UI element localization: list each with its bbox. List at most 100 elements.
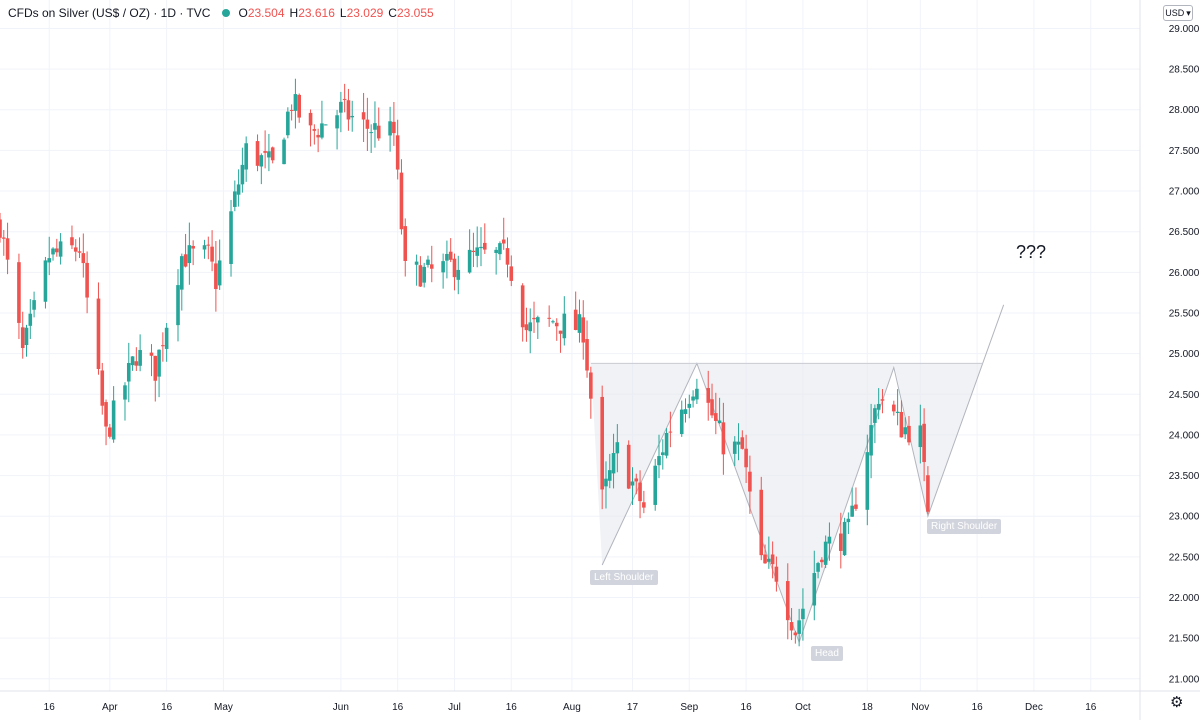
candle-body — [126, 363, 131, 382]
candle-body — [335, 115, 339, 129]
symbol-title[interactable]: CFDs on Silver (US$ / OZ) · 1D · TVC — [8, 6, 211, 20]
candle-body — [263, 151, 267, 153]
candle-body — [293, 94, 298, 111]
candle-body — [448, 251, 453, 260]
candle-body — [907, 425, 911, 443]
price-tick-label: 28.000 — [1169, 105, 1200, 116]
right-shoulder-label[interactable]: Right Shoulder — [927, 519, 1002, 534]
candle-body — [770, 554, 775, 565]
candle-body — [717, 420, 722, 423]
price-tick-label: 21.000 — [1169, 674, 1200, 685]
annotation-question-marks[interactable]: ??? — [1016, 242, 1047, 262]
candle-body — [926, 475, 930, 512]
head-label[interactable]: Head — [811, 646, 843, 661]
candle-body — [554, 322, 559, 327]
symbol-header[interactable]: CFDs on Silver (US$ / OZ) · 1D · TVC O 23… — [8, 5, 439, 21]
candle-body — [695, 388, 699, 400]
candle-body — [479, 246, 483, 249]
price-tick-label: 23.000 — [1169, 512, 1200, 523]
candle-body — [85, 262, 89, 298]
time-tick-label: 16 — [1085, 702, 1097, 713]
candle-body — [259, 155, 264, 167]
candle-body — [869, 425, 873, 456]
candle-body — [255, 141, 260, 166]
candle-body — [679, 409, 684, 435]
candle-body — [339, 101, 343, 113]
chevron-down-icon: ▾ — [1186, 7, 1191, 18]
candle-body — [660, 452, 665, 456]
candle-body — [600, 396, 604, 490]
time-tick-label: Sep — [680, 702, 698, 713]
low-key: L — [339, 6, 347, 20]
candle-body — [123, 385, 127, 400]
candle-body — [763, 554, 767, 564]
candle-body — [187, 245, 192, 264]
candle-body — [842, 521, 847, 556]
candle-body — [138, 350, 142, 366]
candle-body — [418, 265, 423, 287]
price-tick-label: 22.000 — [1169, 593, 1200, 604]
candle-body — [20, 327, 25, 348]
candle-body — [903, 427, 907, 435]
candle-body — [24, 327, 29, 345]
candle-body — [744, 448, 748, 468]
candle-body — [664, 432, 669, 456]
currency-button[interactable]: USD ▾ — [1163, 5, 1193, 21]
price-tick-label: 26.000 — [1169, 268, 1200, 279]
pattern-outline — [601, 304, 1005, 644]
time-tick-label: 18 — [862, 702, 874, 713]
candle-body — [373, 123, 377, 130]
price-tick-label: 27.500 — [1169, 146, 1200, 157]
gear-icon[interactable]: ⚙ — [1170, 694, 1184, 711]
candle-body — [233, 191, 237, 207]
candle-body — [668, 431, 673, 433]
candle-body — [471, 250, 476, 253]
candle-body — [642, 502, 646, 508]
candle-body — [638, 482, 642, 502]
price-axis[interactable]: 21.000 21.500 22.000 22.500 23.000 23.500 24.0… — [1169, 24, 1200, 685]
candle-body — [793, 632, 798, 636]
candle-body — [585, 339, 589, 371]
candle-body — [558, 330, 563, 334]
pattern-fill — [590, 363, 697, 565]
candle-body — [55, 248, 59, 253]
candle-body — [498, 243, 502, 255]
candle-body — [547, 317, 551, 319]
price-tick-label: 22.500 — [1169, 552, 1200, 563]
candle-body — [183, 254, 188, 267]
head-and-shoulders-pattern — [590, 304, 1005, 644]
candle-body — [28, 313, 33, 326]
grid-lines — [0, 0, 1140, 691]
candle-body — [149, 352, 154, 356]
candle-body — [267, 151, 271, 158]
candle-body — [376, 125, 381, 139]
candle-body — [581, 317, 586, 343]
candle-body — [452, 258, 457, 278]
candle-body — [604, 478, 608, 487]
time-axis[interactable]: 16 Apr 16 May Jun 16 Jul 16 Aug 17 Sep 16 Oct 18 Nov 16… — [44, 702, 1097, 713]
price-tick-label: 26.500 — [1169, 227, 1200, 238]
pattern-fill — [696, 363, 894, 643]
candle-body — [505, 248, 510, 265]
candle-body — [615, 442, 620, 454]
candle-body — [47, 258, 52, 263]
candle-body — [429, 264, 434, 269]
candle-body — [32, 300, 36, 310]
candle-body — [732, 441, 737, 454]
candle-body — [157, 349, 161, 377]
candle-body — [846, 518, 851, 523]
candle-body — [96, 298, 101, 369]
candle-body — [202, 245, 207, 250]
time-tick-label: 16 — [161, 702, 173, 713]
candle-body — [312, 129, 317, 131]
candle-body — [653, 465, 658, 505]
candle-body — [43, 260, 48, 302]
left-shoulder-label[interactable]: Left Shoulder — [590, 570, 658, 585]
candle-body — [58, 241, 63, 257]
candle-body — [297, 94, 302, 118]
candle-body — [876, 403, 881, 410]
candle-body — [282, 139, 286, 165]
candle-body — [797, 620, 801, 634]
candle-body — [827, 536, 832, 544]
